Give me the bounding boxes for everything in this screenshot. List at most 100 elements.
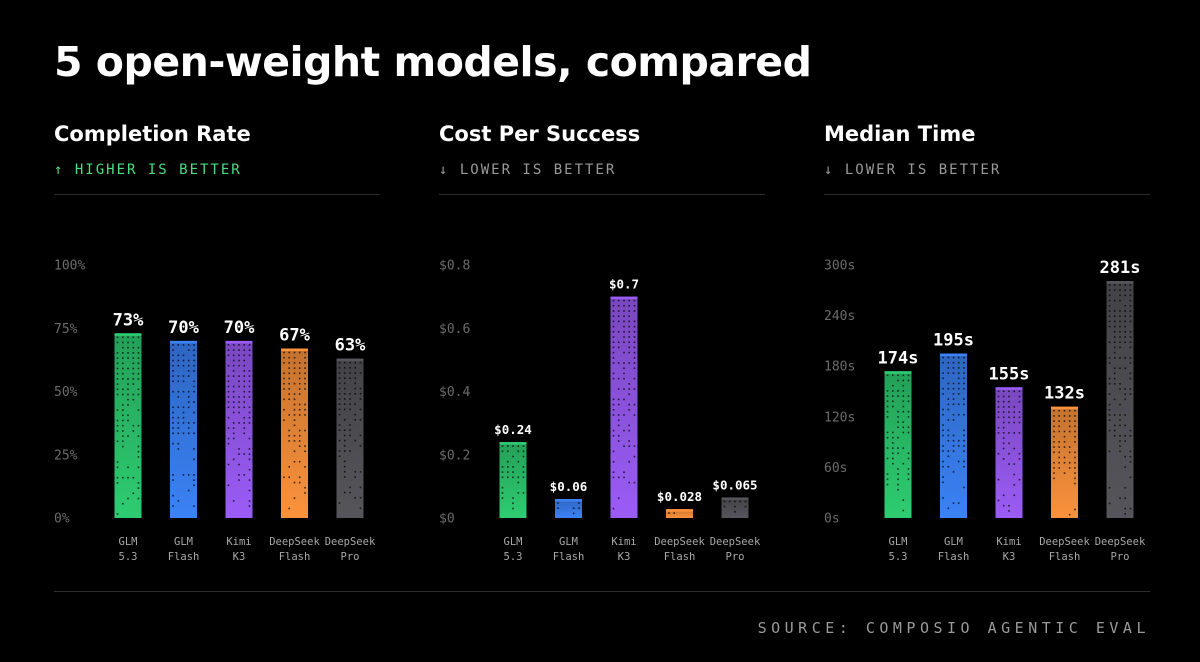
bar-deepseek-flash (666, 509, 693, 518)
value-label: 70% (168, 318, 199, 338)
value-label: $0.065 (712, 477, 757, 492)
bar-deepseek-flash (281, 348, 308, 518)
bar-cap (499, 442, 527, 445)
bar-glm-5-3 (114, 333, 142, 518)
category-label: GLM (504, 536, 523, 548)
category-label: DeepSeek (654, 536, 705, 548)
category-label: Flash (1049, 551, 1081, 563)
y-tick-label: 0s (824, 512, 840, 527)
bar-texture (557, 502, 580, 515)
bar-group-glm-flash (940, 353, 967, 518)
bar-deepseek-pro (1106, 281, 1134, 518)
bar-cap (1051, 406, 1078, 410)
value-label: 132s (1044, 384, 1085, 404)
bar-texture (1053, 409, 1076, 516)
category-label: 5.3 (119, 551, 138, 563)
bar-kimi-k3 (995, 387, 1023, 518)
category-label: DeepSeek (269, 536, 320, 548)
bar-texture (668, 512, 675, 514)
chart-subtitle: ↑ HIGHER IS BETTER (54, 162, 242, 178)
bar-kimi-k3 (610, 296, 638, 518)
bar-texture (997, 390, 1021, 512)
y-tick-label: 0% (54, 512, 70, 527)
y-tick-label: $0.8 (439, 259, 470, 274)
category-label: Kimi (611, 536, 636, 548)
bar-texture (227, 344, 251, 507)
category-label: K3 (1003, 551, 1016, 563)
bar-group-deepseek-flash (1051, 406, 1078, 518)
bar-cap (884, 371, 912, 374)
bar-texture (886, 374, 910, 512)
bar-texture (1108, 284, 1132, 515)
bar-cap (666, 509, 693, 512)
value-label: $0.7 (609, 277, 639, 292)
chart-panel-median-time: Median Time ↓ LOWER IS BETTER 0s 60s 120s 1… (824, 0, 1150, 590)
chart-panel-cost-per-success: Cost Per Success ↓ LOWER IS BETTER $0 $0.… (439, 0, 765, 590)
bar-group-glm-flash (170, 340, 197, 518)
category-label: K3 (618, 551, 631, 563)
y-tick-label: $0.2 (439, 448, 470, 463)
y-tick-label: 240s (824, 309, 855, 324)
bar-glm-5-3 (884, 371, 912, 518)
category-label: Flash (168, 551, 200, 563)
bar-chart-cost-per-success: $0 $0.2 $0.4 $0.6 $0.8 $0.24 GLM 5.3 $0.06 GLM Fla… (439, 259, 761, 564)
value-label: 281s (1100, 258, 1141, 278)
bar-cap (555, 499, 582, 502)
category-label: Flash (664, 551, 696, 563)
category-label: DeepSeek (325, 536, 376, 548)
y-tick-label: 300s (824, 259, 855, 274)
bar-group-glm-5-3 (114, 333, 142, 518)
value-label: $0.24 (494, 422, 532, 437)
bar-group-glm-5-3 (884, 371, 912, 518)
bar-group-glm-5-3 (499, 442, 527, 518)
panel-divider (54, 194, 380, 195)
bar-cap (610, 296, 638, 300)
bar-glm-5-3 (499, 442, 527, 518)
bar-chart-completion-rate: 0% 25% 50% 75% 100% 73% GLM 5.3 70% GLM Flash 70% Ki… (54, 259, 376, 564)
bar-deepseek-pro (336, 358, 364, 518)
category-label: GLM (119, 536, 138, 548)
y-tick-label: $0.4 (439, 385, 470, 400)
bar-group-deepseek-pro (1106, 281, 1134, 518)
bar-cap (114, 333, 142, 336)
category-label: DeepSeek (1095, 536, 1146, 548)
bar-group-deepseek-flash (281, 348, 308, 518)
bar-group-deepseek-pro (336, 358, 364, 518)
bar-group-kimi-k3 (225, 340, 253, 518)
category-label: Flash (279, 551, 311, 563)
value-label: 174s (878, 348, 919, 368)
value-label: 70% (224, 318, 255, 338)
y-tick-label: 75% (54, 322, 78, 337)
chart-title: Completion Rate (54, 122, 251, 146)
bar-cap (721, 497, 749, 500)
category-label: Pro (726, 551, 745, 563)
category-label: 5.3 (504, 551, 523, 563)
bar-group-glm-flash (555, 499, 582, 518)
category-label: Flash (553, 551, 585, 563)
bar-texture (283, 351, 306, 510)
bar-texture (501, 445, 525, 510)
y-tick-label: $0 (439, 512, 455, 527)
value-label: $0.028 (657, 489, 702, 504)
category-label: GLM (944, 536, 963, 548)
bar-cap (336, 358, 364, 362)
bar-cap (995, 387, 1023, 390)
footer-divider (54, 591, 1150, 592)
bar-deepseek-pro (721, 497, 749, 518)
bar-texture (338, 361, 362, 509)
y-tick-label: $0.6 (439, 322, 470, 337)
y-tick-label: 180s (824, 360, 855, 375)
y-tick-label: 100% (54, 259, 85, 274)
y-tick-label: 50% (54, 385, 78, 400)
bar-texture (172, 344, 195, 507)
category-label: DeepSeek (1039, 536, 1090, 548)
chart-title: Cost Per Success (439, 122, 641, 146)
page-title: 5 open-weight models, compared (54, 38, 812, 86)
panel-divider (439, 194, 765, 195)
bar-texture (942, 356, 965, 510)
y-tick-label: 25% (54, 448, 78, 463)
bar-glm-flash (555, 499, 582, 518)
value-label: $0.06 (550, 479, 588, 494)
bar-texture (612, 299, 636, 510)
bar-group-kimi-k3 (995, 387, 1023, 518)
